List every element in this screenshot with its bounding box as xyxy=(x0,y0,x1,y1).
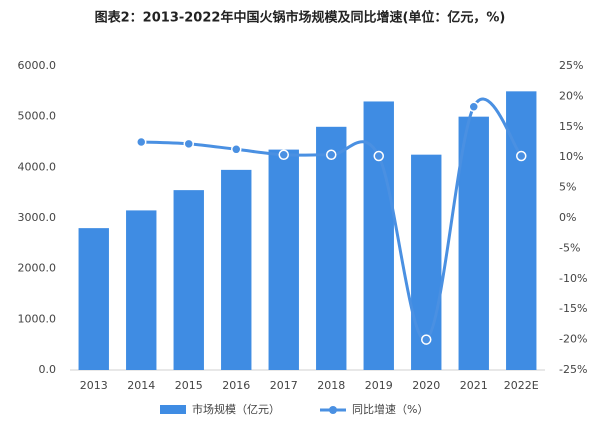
y-tick-label: 6000.0 xyxy=(18,59,57,72)
bar xyxy=(411,154,442,370)
y-tick-label: 5000.0 xyxy=(18,110,57,123)
y2-tick-label: 20% xyxy=(559,89,583,102)
y2-tick-label: 10% xyxy=(559,150,583,163)
bar xyxy=(363,101,394,370)
legend-swatch xyxy=(160,405,186,414)
x-tick-label: 2019 xyxy=(365,379,393,392)
line-marker xyxy=(373,150,384,162)
line-marker xyxy=(231,144,242,155)
y2-tick-label: 15% xyxy=(559,120,583,133)
bar xyxy=(221,169,252,370)
y2-tick-label: 0% xyxy=(559,211,576,224)
x-tick-label: 2020 xyxy=(412,379,440,392)
y-tick-label: 2000.0 xyxy=(18,262,57,275)
x-tick-label: 2017 xyxy=(270,379,298,392)
bar xyxy=(78,228,109,370)
y-tick-label: 0.0 xyxy=(39,363,57,376)
y-tick-label: 4000.0 xyxy=(18,160,57,173)
x-tick-label: 2018 xyxy=(317,379,345,392)
y2-tick-label: -15% xyxy=(559,302,587,315)
line-marker xyxy=(183,138,194,150)
legend-label: 同比增速（%） xyxy=(352,402,428,416)
line-marker xyxy=(421,334,432,345)
y-tick-label: 1000.0 xyxy=(18,312,57,325)
line-marker xyxy=(326,149,337,161)
x-tick-label: 2022E xyxy=(504,379,539,392)
bar xyxy=(268,149,299,370)
line-marker xyxy=(278,149,289,161)
y2-tick-label: -25% xyxy=(559,363,587,376)
y2-tick-label: -10% xyxy=(559,272,587,285)
line-marker xyxy=(468,101,479,112)
x-tick-label: 2016 xyxy=(222,379,250,392)
y2-tick-label: 5% xyxy=(559,181,576,194)
line-marker xyxy=(136,136,147,148)
x-tick-label: 2015 xyxy=(175,379,203,392)
x-tick-label: 2014 xyxy=(127,379,155,392)
y2-tick-label: -5% xyxy=(559,241,580,254)
y2-tick-label: 25% xyxy=(559,59,583,72)
x-tick-label: 2013 xyxy=(80,379,108,392)
bar xyxy=(126,210,157,370)
y2-tick-label: -20% xyxy=(559,333,587,346)
bar xyxy=(458,116,489,371)
chart-title: 图表2：2013-2022年中国火锅市场规模及同比增速(单位：亿元，%) xyxy=(95,10,506,26)
y-tick-label: 3000.0 xyxy=(18,211,57,224)
line-marker xyxy=(516,150,527,162)
bar xyxy=(173,190,204,370)
x-tick-label: 2021 xyxy=(460,379,488,392)
bar xyxy=(316,126,347,370)
legend-swatch xyxy=(329,406,337,414)
legend-label: 市场规模（亿元） xyxy=(192,402,280,416)
